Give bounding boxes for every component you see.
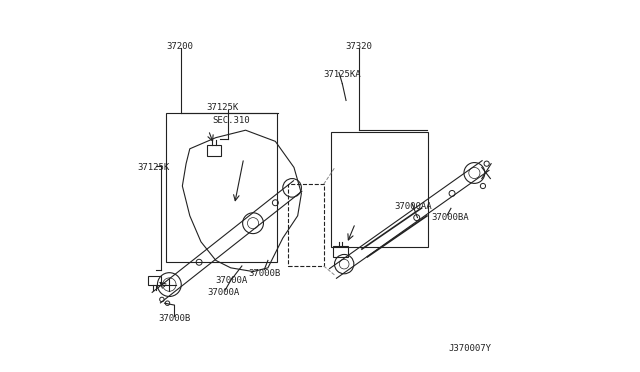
Bar <box>289 184 324 266</box>
Text: 37320: 37320 <box>346 42 372 51</box>
Text: 37000B: 37000B <box>158 314 191 323</box>
Text: 37125K: 37125K <box>138 163 170 172</box>
Bar <box>148 276 161 285</box>
Text: 37000A: 37000A <box>207 288 240 296</box>
Text: J370007Y: J370007Y <box>449 344 492 353</box>
Text: 37000AA: 37000AA <box>394 202 432 211</box>
Bar <box>331 132 428 247</box>
Text: 37125KA: 37125KA <box>324 70 362 79</box>
Text: 37000BA: 37000BA <box>431 213 469 222</box>
Text: 37125K: 37125K <box>207 103 239 112</box>
Bar <box>207 145 221 156</box>
Text: 37000B: 37000B <box>248 269 281 278</box>
Text: 37200: 37200 <box>167 42 194 51</box>
Bar <box>166 113 277 262</box>
Bar <box>333 246 348 257</box>
Text: 37000A: 37000A <box>216 276 248 285</box>
Text: SEC.310: SEC.310 <box>212 116 250 125</box>
